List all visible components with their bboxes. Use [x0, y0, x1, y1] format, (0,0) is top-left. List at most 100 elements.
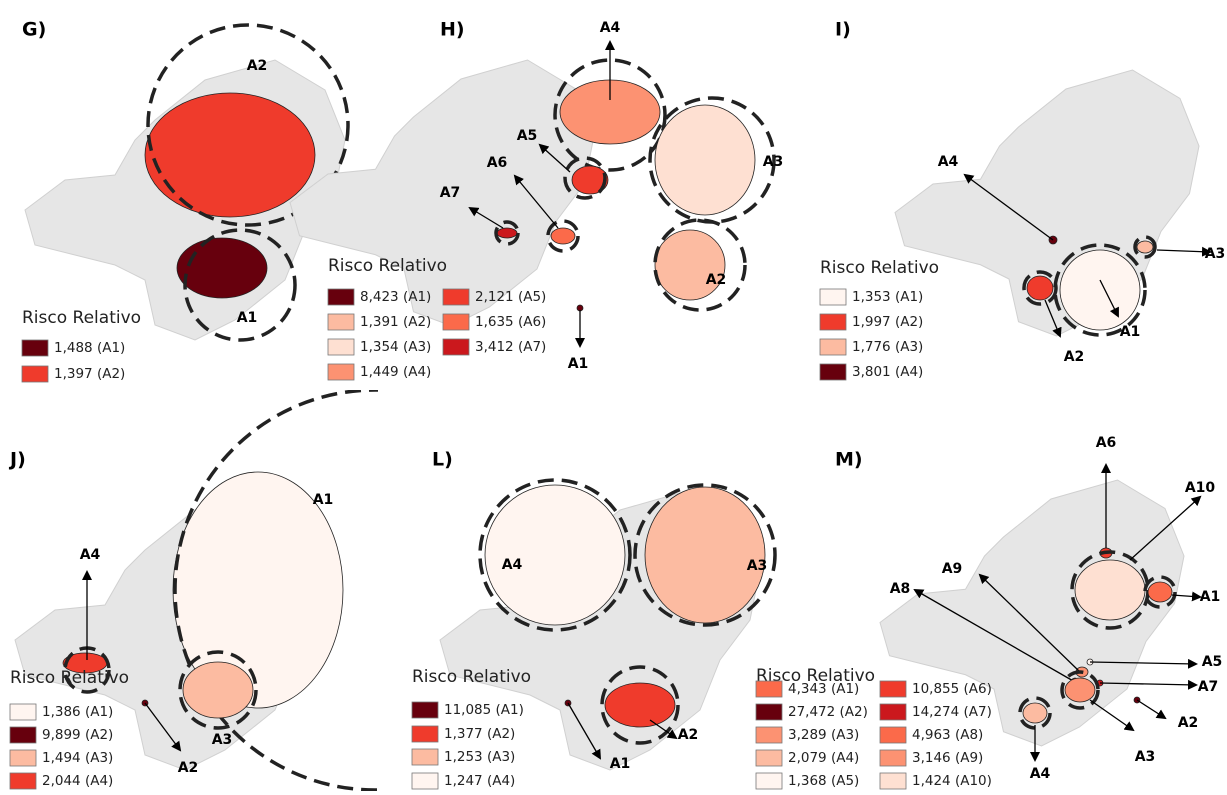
legend-swatch	[756, 727, 782, 743]
legend-entry: 3,146 (A9)	[912, 750, 983, 766]
legend-swatch	[10, 704, 36, 720]
legend-swatch	[10, 727, 36, 743]
legend-swatch	[820, 339, 846, 355]
panel-letter: G)	[22, 19, 46, 41]
cluster-label: A5	[517, 128, 538, 144]
cluster-label: A2	[678, 727, 699, 743]
cluster-label: A1	[610, 756, 631, 772]
legend-entry: 4,963 (A8)	[912, 727, 983, 743]
legend-swatch	[328, 314, 354, 330]
legend-title: Risco Relativo	[820, 258, 939, 278]
cluster-label: A7	[440, 185, 461, 201]
legend-title: Risco Relativo	[412, 667, 531, 687]
cluster-label: A1	[1200, 589, 1221, 605]
cluster-label: A4	[938, 154, 959, 170]
legend-swatch	[443, 339, 469, 355]
cluster-arrow	[1090, 700, 1133, 730]
legend-swatch	[756, 773, 782, 789]
cluster-label: A2	[706, 272, 727, 288]
legend-entry: 1,247 (A4)	[444, 773, 515, 789]
legend-swatch	[328, 339, 354, 355]
legend-entry: 1,368 (A5)	[788, 773, 859, 789]
legend-entry: 3,801 (A4)	[852, 364, 923, 380]
legend-swatch	[22, 340, 48, 356]
legend-swatch	[756, 704, 782, 720]
cluster-label: A3	[1135, 749, 1156, 765]
legend-swatch	[443, 289, 469, 305]
cluster-region	[655, 230, 725, 300]
cluster-label: A1	[568, 356, 589, 372]
legend-entry: 27,472 (A2)	[788, 704, 868, 720]
cluster-label: A2	[1178, 715, 1199, 731]
cluster-label: A8	[890, 581, 911, 597]
cluster-label: A2	[178, 760, 199, 776]
cluster-region	[183, 662, 253, 718]
legend-entry: 1,386 (A1)	[42, 704, 113, 720]
legend-entry: 11,085 (A1)	[444, 702, 524, 718]
legend-swatch	[22, 366, 48, 382]
cluster-label: A3	[747, 558, 768, 574]
legend-swatch	[443, 314, 469, 330]
legend-entry: 1,353 (A1)	[852, 289, 923, 305]
legend-entry: 1,997 (A2)	[852, 314, 923, 330]
legend-entry: 1,488 (A1)	[54, 340, 125, 356]
legend-entry: 1,354 (A3)	[360, 339, 431, 355]
cluster-arrow	[1157, 250, 1210, 252]
cluster-label: A2	[247, 58, 268, 74]
legend-swatch	[880, 750, 906, 766]
cluster-label: A9	[942, 561, 963, 577]
cluster-region	[551, 228, 575, 244]
legend-swatch	[10, 750, 36, 766]
panel-letter: M)	[835, 449, 863, 471]
legend-entry: 9,899 (A2)	[42, 727, 113, 743]
cluster-region	[1023, 703, 1047, 723]
legend-entry: 10,855 (A6)	[912, 681, 992, 697]
cluster-region	[1060, 250, 1140, 330]
cluster-label: A3	[212, 732, 233, 748]
cluster-label: A1	[237, 310, 258, 326]
legend-swatch	[756, 681, 782, 697]
legend-entry: 1,377 (A2)	[444, 726, 515, 742]
legend-swatch	[880, 681, 906, 697]
panel-letter: H)	[440, 19, 465, 41]
legend-swatch	[820, 364, 846, 380]
cluster-label: A5	[1202, 654, 1223, 670]
cluster-region	[1075, 560, 1145, 620]
cluster-label: A4	[502, 557, 523, 573]
legend-swatch	[756, 750, 782, 766]
map-panel: M)A6A10A9A8A1A5A7A2A3A4Risco Relativo4,3…	[756, 435, 1222, 789]
legend-swatch	[328, 364, 354, 380]
legend-swatch	[880, 704, 906, 720]
legend-swatch	[328, 289, 354, 305]
legend-entry: 3,289 (A3)	[788, 727, 859, 743]
cluster-label: A6	[487, 155, 508, 171]
page: {"panels": [ {"letter": "G)", "legend_ti…	[0, 0, 1227, 795]
panel-letter: I)	[835, 19, 851, 41]
legend-swatch	[412, 749, 438, 765]
cluster-region	[605, 683, 675, 727]
cluster-label: A4	[80, 547, 101, 563]
legend-entry: 1,391 (A2)	[360, 314, 431, 330]
map-panel: I)A4A3A1A2Risco Relativo1,353 (A1)1,997 …	[820, 19, 1225, 381]
legend-swatch	[412, 773, 438, 789]
cluster-region	[1027, 276, 1053, 300]
legend-entry: 2,044 (A4)	[42, 773, 113, 789]
panel-letter: L)	[432, 449, 453, 471]
legend-entry: 8,423 (A1)	[360, 289, 431, 305]
cluster-label: A10	[1185, 480, 1216, 496]
legend-swatch	[412, 702, 438, 718]
legend-entry: 1,494 (A3)	[42, 750, 113, 766]
legend-entry: 1,424 (A10)	[912, 773, 992, 789]
cluster-label: A7	[1198, 679, 1219, 695]
cluster-region	[645, 487, 765, 623]
panel-letter: J)	[8, 449, 26, 471]
map-panel: L) A4 A3 A1 A2 Risco Relativo 11,085 (A1) 1,377…	[412, 449, 775, 790]
cluster-arrow	[1137, 700, 1165, 718]
legend-entry: 1,635 (A6)	[475, 314, 546, 330]
legend-entry: 4,343 (A1)	[788, 681, 859, 697]
legend-swatch	[10, 773, 36, 789]
legend-entry: 1,397 (A2)	[54, 366, 125, 382]
cluster-region	[1065, 678, 1095, 702]
cluster-region	[1137, 241, 1153, 253]
